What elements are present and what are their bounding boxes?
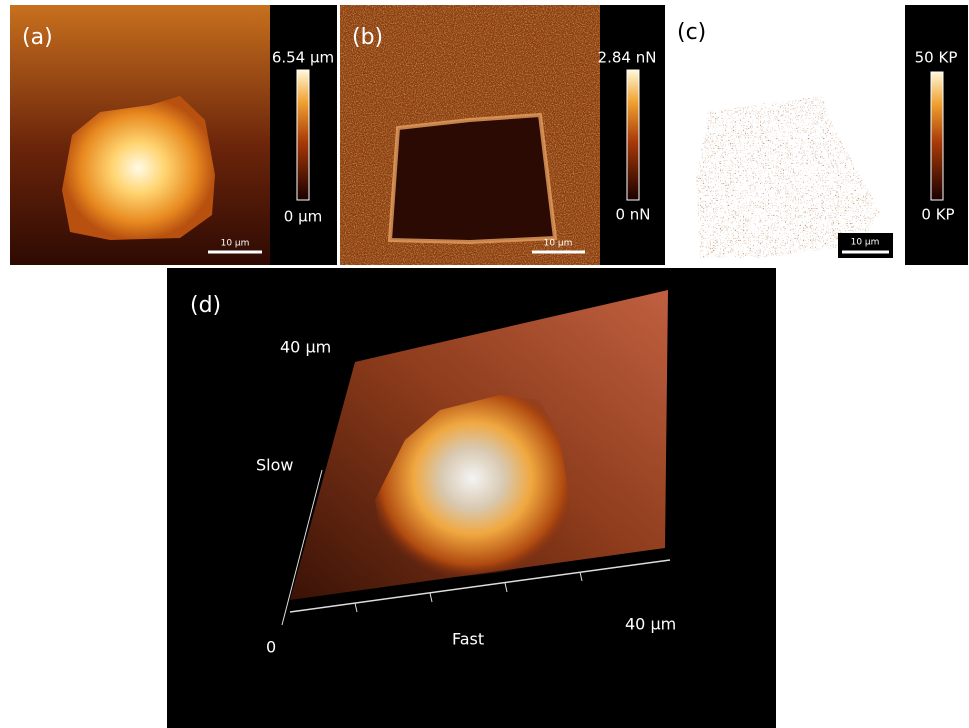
axis-origin: 0 xyxy=(266,638,276,657)
scale-bar-label: 10 µm xyxy=(544,239,573,249)
colorbar-max: 50 KP xyxy=(915,49,958,67)
panel-label: (b) xyxy=(352,25,383,50)
panel-d: (d) 40 µm Slow Fast 40 µm 0 xyxy=(167,268,776,728)
figure: (a) 10 µm 6.54 µm 0 µm (b) 10 µm 2.84 nN… xyxy=(0,0,969,728)
colorbar-min: 0 KP xyxy=(921,206,954,224)
panel-b: (b) 10 µm 2.84 nN 0 nN xyxy=(340,5,665,265)
fast-axis-title: Fast xyxy=(452,630,484,649)
colorbar-max: 6.54 µm xyxy=(272,49,334,67)
scale-bar-label: 10 µm xyxy=(851,238,880,248)
colorbar xyxy=(627,70,639,200)
colorbar-min: 0 µm xyxy=(284,208,322,226)
colorbar xyxy=(297,70,309,200)
fast-axis-max: 40 µm xyxy=(625,615,676,634)
cell xyxy=(390,115,555,242)
slow-axis-max: 40 µm xyxy=(280,338,331,357)
colorbar xyxy=(931,72,943,200)
panel-label: (c) xyxy=(677,20,706,45)
panel-label: (d) xyxy=(190,293,221,318)
panel-c: (c) 10 µm 50 KP 0 KP xyxy=(665,5,968,265)
colorbar-max: 2.84 nN xyxy=(598,49,657,67)
panel-a: (a) 10 µm 6.54 µm 0 µm xyxy=(10,5,337,265)
slow-axis-title: Slow xyxy=(256,456,293,475)
colorbar-min: 0 nN xyxy=(615,206,650,224)
scale-bar-label: 10 µm xyxy=(221,239,250,249)
panel-label: (a) xyxy=(22,25,53,50)
